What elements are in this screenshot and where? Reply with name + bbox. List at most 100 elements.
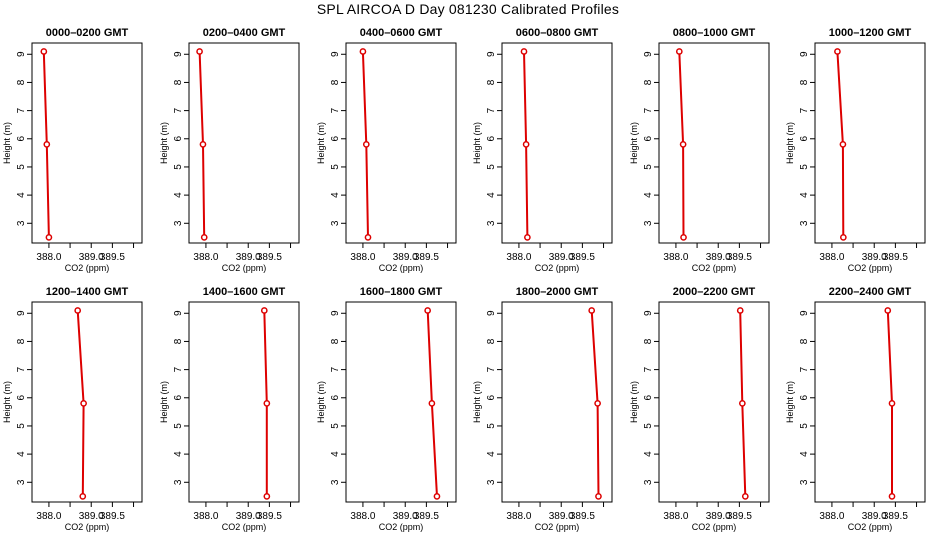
x-tick-label: 389.5 bbox=[100, 252, 125, 263]
data-point bbox=[74, 307, 82, 314]
x-tick-label: 389.5 bbox=[570, 252, 595, 263]
y-tick-label: 4 bbox=[330, 451, 341, 457]
data-point bbox=[588, 307, 596, 314]
x-tick-label: 389.0 bbox=[236, 252, 261, 263]
y-tick-label: 6 bbox=[173, 395, 184, 401]
data-point bbox=[433, 493, 441, 500]
y-tick-label: 5 bbox=[330, 423, 341, 429]
plot-frame bbox=[345, 42, 457, 244]
y-tick-label: 5 bbox=[643, 423, 654, 429]
y-tick-label: 5 bbox=[643, 164, 654, 170]
panel-title: 0400–0600 GMT bbox=[360, 27, 443, 39]
y-axis-label: Height (m) bbox=[629, 122, 639, 164]
x-tick-label: 388.0 bbox=[36, 252, 61, 263]
y-tick-label: 8 bbox=[486, 79, 497, 85]
panel-title: 2200–2400 GMT bbox=[829, 286, 912, 298]
x-tick-label: 389.5 bbox=[727, 511, 752, 522]
x-tick-label: 389.0 bbox=[79, 252, 104, 263]
y-axis-label: Height (m) bbox=[785, 381, 795, 423]
x-tick-label: 389.5 bbox=[570, 511, 595, 522]
plot-frame bbox=[31, 42, 143, 244]
y-axis-label: Height (m) bbox=[2, 381, 12, 423]
y-tick-label: 5 bbox=[799, 164, 810, 170]
y-tick-label: 3 bbox=[486, 479, 497, 485]
y-tick-label: 6 bbox=[16, 395, 27, 401]
x-tick-label: 389.5 bbox=[257, 511, 282, 522]
y-tick-label: 4 bbox=[643, 451, 654, 457]
x-tick-label: 389.0 bbox=[862, 511, 887, 522]
y-tick-label: 7 bbox=[330, 107, 341, 113]
y-axis-label: Height (m) bbox=[472, 381, 482, 423]
y-tick-label: 4 bbox=[173, 451, 184, 457]
plot-frame bbox=[658, 301, 770, 503]
panel-title: 1600–1800 GMT bbox=[360, 286, 443, 298]
x-tick-label: 389.0 bbox=[549, 252, 574, 263]
data-point bbox=[79, 493, 87, 500]
panel-title: 0200–0400 GMT bbox=[203, 27, 286, 39]
y-axis-label: Height (m) bbox=[316, 122, 326, 164]
y-tick-label: 8 bbox=[330, 338, 341, 344]
y-tick-label: 6 bbox=[330, 395, 341, 401]
y-tick-label: 7 bbox=[16, 366, 27, 372]
plot-frame bbox=[814, 42, 926, 244]
y-tick-label: 8 bbox=[16, 338, 27, 344]
y-tick-label: 8 bbox=[799, 79, 810, 85]
plot-frame bbox=[501, 42, 613, 244]
y-tick-label: 9 bbox=[330, 51, 341, 57]
y-tick-label: 7 bbox=[486, 107, 497, 113]
panel-title: 2000–2200 GMT bbox=[673, 286, 756, 298]
y-tick-label: 5 bbox=[16, 423, 27, 429]
y-tick-label: 7 bbox=[799, 366, 810, 372]
y-tick-label: 7 bbox=[16, 107, 27, 113]
y-tick-label: 6 bbox=[643, 395, 654, 401]
data-point bbox=[263, 400, 271, 407]
y-tick-label: 7 bbox=[799, 107, 810, 113]
data-point bbox=[80, 400, 87, 407]
x-tick-label: 389.0 bbox=[79, 511, 104, 522]
x-axis-label: CO2 (ppm) bbox=[65, 522, 110, 532]
y-tick-label: 7 bbox=[486, 366, 497, 372]
y-tick-label: 4 bbox=[799, 192, 810, 198]
y-axis-label: Height (m) bbox=[785, 122, 795, 164]
y-tick-label: 7 bbox=[173, 107, 184, 113]
data-point bbox=[45, 234, 53, 241]
y-tick-label: 8 bbox=[799, 338, 810, 344]
y-tick-label: 5 bbox=[16, 164, 27, 170]
x-tick-label: 389.5 bbox=[883, 252, 908, 263]
data-point bbox=[40, 48, 48, 55]
x-tick-label: 389.5 bbox=[257, 252, 282, 263]
y-tick-label: 3 bbox=[330, 220, 341, 226]
y-tick-label: 9 bbox=[173, 310, 184, 316]
y-tick-label: 3 bbox=[16, 220, 27, 226]
x-tick-label: 388.0 bbox=[819, 252, 844, 263]
y-tick-label: 9 bbox=[643, 310, 654, 316]
data-point bbox=[736, 307, 744, 314]
x-axis-label: CO2 (ppm) bbox=[379, 263, 424, 273]
x-axis-label: CO2 (ppm) bbox=[535, 263, 580, 273]
y-tick-label: 3 bbox=[799, 479, 810, 485]
y-tick-label: 6 bbox=[799, 395, 810, 401]
x-axis-label: CO2 (ppm) bbox=[692, 263, 737, 273]
x-axis-label: CO2 (ppm) bbox=[848, 263, 893, 273]
x-axis-label: CO2 (ppm) bbox=[848, 522, 893, 532]
y-tick-label: 6 bbox=[799, 136, 810, 142]
y-tick-label: 6 bbox=[643, 136, 654, 142]
plot-frame bbox=[658, 42, 770, 244]
y-axis-label: Height (m) bbox=[159, 122, 169, 164]
y-tick-label: 4 bbox=[643, 192, 654, 198]
y-tick-label: 6 bbox=[486, 395, 497, 401]
data-point bbox=[839, 234, 847, 241]
x-tick-label: 389.0 bbox=[706, 252, 731, 263]
y-tick-label: 3 bbox=[486, 220, 497, 226]
y-tick-label: 8 bbox=[16, 79, 27, 85]
x-tick-label: 388.0 bbox=[36, 511, 61, 522]
y-tick-label: 3 bbox=[643, 479, 654, 485]
x-tick-label: 389.5 bbox=[414, 511, 439, 522]
